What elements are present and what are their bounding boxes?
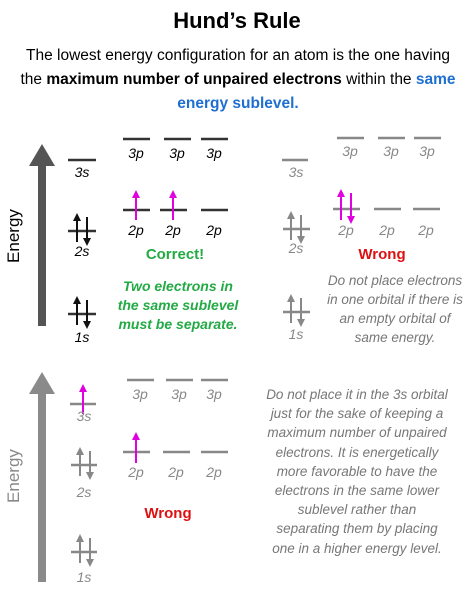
intro-highlight: same energy sublevel. (177, 71, 456, 112)
label-3p-1: 3p (128, 145, 144, 161)
note-wrong-2-line: sublevel rather than (297, 502, 417, 518)
label-2p-1: 2p (128, 464, 144, 480)
label-2p-3: 2p (418, 222, 434, 238)
panel-wrong2-levels (70, 378, 228, 554)
label-3p-1: 3p (342, 143, 358, 159)
note-wrong-2-line: one in a higher energy level. (272, 540, 442, 556)
label-3s: 3s (288, 164, 304, 180)
label-2p-1: 2p (338, 222, 354, 238)
label-1s: 1s (76, 569, 92, 585)
label-3p-3: 3p (206, 386, 222, 402)
note-wrong-2-line: electrons. It is energetically (275, 444, 439, 460)
energy-axis-label-top: Energy (4, 209, 23, 263)
intro-text: The lowest energy configuration for an a… (18, 44, 458, 116)
label-3p-1: 3p (132, 386, 148, 402)
note-correct-line: the same sublevel (117, 297, 239, 313)
status-wrong-1: Wrong (358, 246, 406, 263)
label-3p-3: 3p (206, 145, 222, 161)
note-wrong-2-line: electrons in the same lower (274, 483, 440, 499)
note-wrong-2-line: just for the sake of keeping a (270, 406, 444, 422)
note-wrong-2: Do not place it in the 3s orbital just f… (240, 385, 474, 558)
label-3p-2: 3p (169, 145, 185, 161)
panel-wrong1-levels (282, 136, 441, 314)
label-3p-2: 3p (171, 386, 187, 402)
label-2p-2: 2p (165, 222, 181, 238)
label-2s: 2s (288, 240, 304, 256)
energy-axis-bottom (29, 372, 55, 582)
note-wrong-1-line: Do not place electrons (327, 273, 463, 288)
energy-axis-top (29, 144, 55, 326)
page-title: Hund’s Rule (173, 8, 301, 33)
note-wrong-1-line: an empty orbital of (339, 311, 451, 326)
energy-axis-label-bottom: Energy (4, 449, 23, 503)
label-2p-2: 2p (168, 464, 184, 480)
label-3s: 3s (74, 164, 90, 180)
status-wrong-2: Wrong (144, 505, 192, 522)
note-correct-line: must be separate. (118, 316, 238, 332)
label-2s: 2s (74, 243, 90, 259)
note-wrong-1: Do not place electrons in one orbital if… (316, 271, 474, 347)
note-correct-line: Two electrons in (123, 278, 233, 294)
label-3p-3: 3p (419, 143, 435, 159)
panel-wrong1-electrons (287, 189, 355, 327)
label-2p-2: 2p (379, 222, 395, 238)
label-2p-3: 2p (206, 464, 222, 480)
intro-bold: maximum number of unpaired electrons (46, 71, 342, 88)
intro-part1: The lowest energy configuration for an a… (20, 47, 450, 88)
note-wrong-2-line: separating them by placing (276, 521, 438, 537)
label-2p-3: 2p (206, 222, 222, 238)
panel-correct-electrons (73, 190, 177, 329)
note-wrong-1-line: in one orbital if there is (327, 292, 463, 307)
note-correct: Two electrons in the same sublevel must … (108, 277, 248, 334)
label-3s: 3s (76, 408, 92, 424)
note-wrong-2-line: more favorable to have the (276, 463, 438, 479)
note-wrong-2-line: maximum number of unpaired (267, 425, 447, 441)
intro-part2: within the (341, 71, 416, 88)
label-2p-1: 2p (128, 222, 144, 238)
label-1s: 1s (74, 329, 90, 345)
label-1s: 1s (288, 326, 304, 342)
note-wrong-2-line: Do not place it in the 3s orbital (266, 387, 448, 402)
label-2s: 2s (76, 484, 92, 500)
panel-correct-levels (68, 137, 228, 316)
label-3p-2: 3p (383, 143, 399, 159)
panel-wrong2-electrons (76, 384, 140, 567)
note-wrong-1-line: same energy. (354, 330, 436, 345)
status-correct: Correct! (145, 246, 205, 263)
